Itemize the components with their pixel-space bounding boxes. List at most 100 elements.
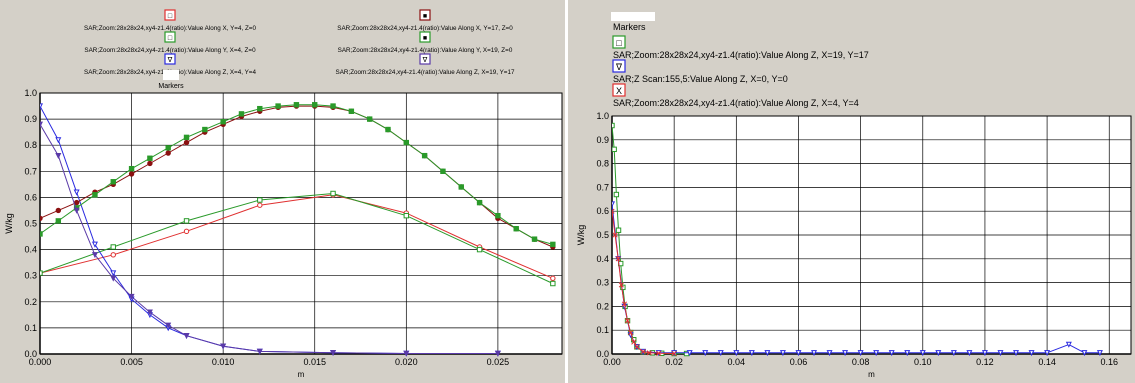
data-point	[495, 212, 501, 219]
data-point	[795, 350, 802, 357]
data-point	[55, 218, 62, 224]
x-tick-label: 0.10	[914, 357, 932, 367]
series-1	[40, 190, 556, 287]
data-point	[385, 126, 391, 133]
series-line	[40, 194, 553, 279]
x-tick-label: 0.015	[303, 357, 326, 367]
data-point	[531, 236, 538, 242]
data-point	[183, 218, 190, 224]
y-tick-label: 0.9	[596, 135, 609, 145]
data-point	[366, 116, 373, 122]
y-tick-label: 0.2	[24, 297, 37, 307]
legend-label: SAR;Zoom:28x28x24,xy4-z1.4(ratio):Value …	[336, 69, 515, 76]
y-tick-label: 0.0	[596, 349, 609, 359]
data-point	[476, 246, 483, 253]
data-point	[165, 150, 171, 156]
data-point	[1065, 341, 1072, 348]
data-point	[40, 231, 43, 237]
data-point	[238, 111, 245, 117]
legend-swatch	[164, 53, 176, 65]
y-tick-label: 1.0	[596, 111, 609, 121]
data-point	[110, 270, 117, 277]
data-point	[612, 232, 618, 238]
data-point	[440, 168, 446, 175]
data-point	[935, 350, 942, 357]
panel-divider	[565, 0, 568, 383]
x-tick-label: 0.020	[395, 357, 418, 367]
legend-swatch	[164, 31, 176, 43]
legend-swatch-glyph: X	[616, 86, 622, 96]
legend-label: SAR;Zoom:28x28x24,xy4-z1.4(ratio):Value …	[338, 47, 513, 54]
left-chart-panel: □ SAR;Zoom:28x28x24,xy4-z1.4(ratio):Value…	[0, 0, 565, 383]
data-point	[513, 226, 519, 232]
data-point	[550, 241, 556, 248]
data-point	[128, 171, 135, 177]
data-point	[330, 349, 337, 357]
legend-swatch-glyph: □	[616, 38, 622, 48]
legend-swatch-glyph: ∇	[615, 62, 623, 72]
data-point	[997, 350, 1004, 357]
data-point	[183, 333, 190, 340]
data-point	[403, 212, 410, 219]
data-point	[748, 350, 755, 357]
series-4	[40, 102, 556, 248]
y-tick-label: 0.5	[596, 230, 609, 240]
data-point	[615, 227, 622, 233]
legend-markers-swatch	[163, 70, 179, 80]
data-point	[110, 244, 116, 250]
legend-label: SAR;Zoom:28x28x24,xy4-z1.4(ratio):Value …	[337, 25, 513, 32]
x-tick-label: 0.00	[603, 357, 621, 367]
legend: Markers □ SAR;Zoom:28x28x24,xy4-z1.4(ratio…	[611, 12, 869, 108]
data-point	[733, 350, 740, 357]
data-point	[183, 134, 190, 141]
right-chart-panel: Markers □ SAR;Zoom:28x28x24,xy4-z1.4(ratio…	[568, 0, 1135, 383]
data-point	[686, 350, 693, 357]
data-point	[348, 108, 355, 114]
y-tick-label: 0.6	[596, 206, 609, 216]
legend-swatch	[612, 83, 626, 97]
data-point	[621, 301, 627, 307]
data-point	[403, 350, 410, 357]
data-point	[110, 275, 117, 282]
x-tick-label: 0.04	[728, 357, 746, 367]
data-point	[330, 190, 336, 197]
x-axis-label: m	[868, 370, 875, 379]
x-tick-label: 0.010	[212, 357, 235, 367]
series-5	[40, 121, 501, 357]
data-point	[550, 275, 556, 282]
data-point	[403, 139, 410, 146]
data-point	[183, 228, 190, 235]
x-axis-label: m	[298, 370, 305, 379]
data-point	[919, 350, 926, 357]
data-point	[624, 318, 631, 324]
y-tick-label: 0.0	[24, 349, 37, 359]
legend-label: SAR;Zoom:28x28x24,xy4-z1.4(ratio):Value …	[613, 50, 869, 60]
legend: □ SAR;Zoom:28x28x24,xy4-z1.4(ratio):Value…	[84, 9, 515, 90]
legend-markers-swatch	[611, 12, 655, 21]
data-point	[1096, 350, 1103, 357]
series-2	[612, 208, 677, 357]
data-point	[40, 215, 43, 221]
data-point	[110, 179, 116, 185]
data-point	[91, 252, 98, 259]
data-point	[91, 241, 98, 248]
x-tick-label: 0.025	[487, 357, 510, 367]
legend-title: Markers	[158, 83, 184, 90]
data-point	[615, 256, 621, 262]
legend-swatch-glyph: ■	[423, 35, 427, 42]
data-point	[183, 139, 190, 146]
x-tick-label: 0.005	[120, 357, 143, 367]
data-point	[220, 119, 226, 125]
y-tick-label: 0.7	[596, 182, 609, 192]
data-point	[147, 160, 153, 167]
x-tick-label: 0.06	[790, 357, 808, 367]
data-point	[717, 350, 724, 357]
data-point	[631, 339, 637, 345]
y-tick-label: 0.3	[24, 271, 37, 281]
data-point	[421, 152, 428, 159]
data-point	[40, 121, 44, 128]
legend-swatch-glyph: □	[168, 13, 173, 20]
data-point	[40, 270, 43, 276]
right-chart: Markers □ SAR;Zoom:28x28x24,xy4-z1.4(ratio…	[576, 12, 1132, 379]
data-point	[613, 191, 620, 198]
